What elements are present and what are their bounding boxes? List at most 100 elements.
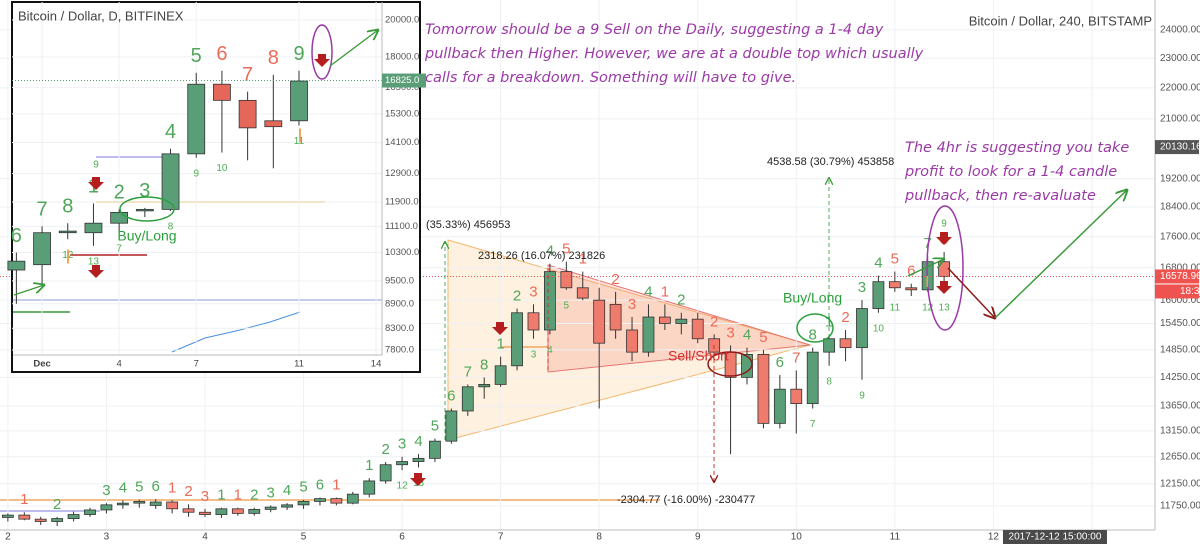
setup-count: 8	[62, 195, 73, 217]
countdown-count: 7	[810, 419, 816, 430]
y-tick-label: 7800.0	[385, 345, 414, 356]
x-tick-label: 2	[5, 532, 11, 543]
setup-count: 1	[496, 336, 504, 353]
y-tick-label: 12150.00	[1160, 478, 1200, 489]
y-tick-label: 12650.00	[1160, 451, 1200, 462]
candle-body	[166, 501, 179, 510]
setup-count: 2	[710, 313, 718, 330]
setup-count: 2	[513, 288, 521, 305]
setup-count: 4	[644, 283, 652, 300]
note-line: Tomorrow should be a 9 Sell on the Daily…	[425, 22, 884, 38]
setup-count: 6	[11, 225, 22, 247]
setup-count: 4	[874, 255, 882, 272]
y-tick-label: 11750.00	[1160, 501, 1200, 512]
annotation: 9	[93, 160, 99, 171]
candle-body	[161, 153, 180, 210]
candle-body	[806, 351, 819, 405]
setup-count: 2	[53, 496, 61, 513]
candle-body	[675, 318, 688, 324]
arrow	[947, 267, 995, 318]
y-tick-label: 10300.0	[385, 247, 419, 258]
measure-label: (35.33%) 456953	[426, 219, 510, 231]
candle-body	[888, 281, 901, 289]
candle-body	[18, 514, 31, 520]
x-tick-label: 5	[301, 532, 307, 543]
setup-count: 6	[447, 387, 455, 404]
y-tick-label: 8300.0	[385, 323, 414, 334]
candle-body	[346, 493, 359, 504]
y-tick-label: 18400.00	[1160, 202, 1200, 213]
setup-count: 1	[20, 491, 28, 508]
candle-body	[823, 338, 836, 353]
x-tick-label: 14	[371, 359, 382, 370]
countdown-count: 13	[88, 256, 100, 267]
candle-body	[461, 386, 474, 412]
countdown-count: 11	[294, 136, 305, 147]
setup-count: 8	[480, 356, 488, 373]
highlight-ellipse	[311, 24, 333, 80]
setup-count: 8	[809, 327, 817, 344]
countdown-count: 10	[873, 323, 885, 334]
candle-body	[34, 518, 47, 522]
candle-body	[658, 316, 671, 324]
annotation: I	[297, 125, 303, 147]
y-tick-label: 21000.00	[1160, 114, 1200, 125]
setup-count: 1	[579, 251, 587, 268]
setup-count: 4	[546, 243, 554, 260]
candle-body	[609, 303, 622, 331]
candle-body	[445, 410, 458, 442]
candle-body	[67, 514, 80, 519]
highlight-ellipse	[119, 196, 175, 222]
candle-body	[215, 508, 228, 515]
arrow	[329, 30, 378, 67]
setup-count: 6	[216, 43, 227, 65]
setup-count: 3	[726, 324, 734, 341]
candle-body	[135, 208, 154, 212]
countdown-count: 12	[62, 250, 74, 261]
setup-count: 2	[841, 309, 849, 326]
setup-count: 2	[250, 487, 258, 504]
setup-count: 1	[234, 487, 242, 504]
y-tick-label: 14100.0	[385, 137, 419, 148]
setup-count: 4	[165, 121, 176, 143]
setup-count: 7	[792, 349, 800, 366]
candle-body	[33, 232, 51, 266]
indicator-line	[171, 311, 301, 353]
setup-count: 6	[776, 354, 784, 371]
x-tick-label: 8	[596, 532, 602, 543]
setup-count: 9	[293, 43, 304, 65]
candle-body	[330, 498, 343, 504]
inset-annotations: Buy/Long I I 9 Bitcoin / Dollar, D, BITF…	[13, 2, 426, 370]
x-tick-label: 6	[399, 532, 405, 543]
candle-body	[199, 511, 211, 515]
setup-count: 2	[381, 441, 389, 458]
setup-count: 3	[529, 283, 537, 300]
x-tick-label: 7	[498, 532, 504, 543]
setup-count: 8	[268, 47, 279, 69]
price-marker-label: 20130.16	[1160, 142, 1200, 153]
countdown-count: 7	[116, 243, 122, 254]
sell-arrow	[936, 281, 952, 294]
y-tick-label: 19200.00	[1160, 173, 1200, 184]
setup-count: 3	[201, 488, 209, 505]
countdown-count: 13	[939, 303, 951, 314]
setup-count: 2	[184, 483, 192, 500]
highlight-ellipse	[796, 313, 834, 343]
annotation: Buy/Long	[783, 290, 842, 306]
inset-frame	[11, 1, 421, 373]
candle-body	[314, 498, 326, 502]
setup-count: 5	[299, 479, 307, 496]
candle-body	[231, 508, 244, 514]
annotation: Buy/Long	[117, 228, 176, 244]
setup-count: 6	[907, 263, 915, 280]
y-tick-label: 8900.0	[385, 298, 414, 309]
crosshair-time: 2017-12-12 15:00:00	[1009, 532, 1102, 543]
note-line: pullback then Higher. However, we are at…	[424, 46, 924, 62]
y-tick-label: 11100.0	[385, 221, 418, 232]
setup-count: 1	[661, 283, 669, 300]
setup-count: 5	[562, 241, 570, 258]
candle-body	[396, 461, 408, 466]
countdown-count: 4	[547, 345, 553, 356]
countdown-count: 8	[826, 376, 832, 387]
